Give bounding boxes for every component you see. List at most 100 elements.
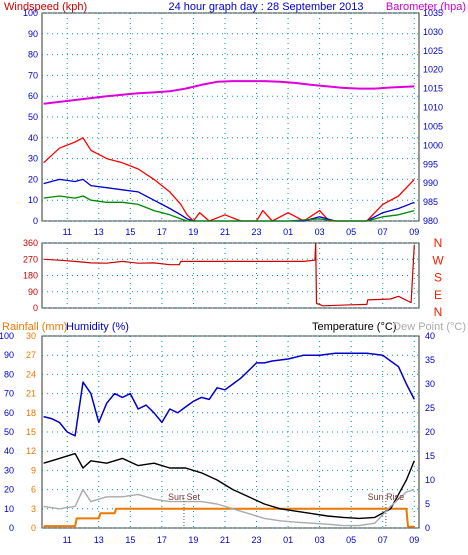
humidity-axis-title: Humidity (%) [66, 321, 129, 333]
temperature-tick-label: 20 [425, 427, 435, 437]
humidity-tick-label: 70 [4, 389, 14, 399]
humidity-tick-label: 30 [4, 465, 14, 475]
x-tick-label: 19 [188, 535, 198, 545]
annotation-label: Sun Rise [368, 492, 405, 502]
right-tick-label: 1000 [423, 140, 443, 150]
left-tick-label: 70 [28, 70, 38, 80]
x-tick-label: 21 [220, 227, 230, 237]
right-tick-label: 1015 [423, 84, 443, 94]
wind-pressure-plot-frame [41, 12, 420, 222]
series-line-temperature [43, 452, 415, 520]
left-tick-label: 100 [23, 8, 38, 18]
x-tick-label: 11 [63, 227, 72, 237]
rain-tick-label: 9 [31, 465, 36, 475]
rain-humidity-temperature-series [43, 352, 415, 528]
x-tick-label: 05 [346, 227, 356, 237]
sun-annotations: Sun Set Sun Rise [168, 492, 404, 528]
right-tick-label: 985 [423, 197, 438, 207]
temperature-tick-label: 40 [425, 331, 435, 341]
rain-humidity-temperature-panel: 0102030405060708090100036912151821242730… [0, 331, 435, 545]
humidity-tick-label: 20 [4, 485, 14, 495]
x-tick-label: 11 [63, 535, 72, 545]
x-tick-label: 05 [346, 535, 356, 545]
series-line-dewpoint [43, 488, 415, 527]
x-tick-label: 09 [409, 227, 419, 237]
left-tick-label: 30 [28, 154, 38, 164]
wind-pressure-series [43, 80, 415, 222]
temperature-tick-label: 30 [425, 379, 435, 389]
right-tick-label: 1010 [423, 103, 443, 113]
humidity-tick-label: 100 [0, 331, 14, 341]
compass-letter: E [434, 288, 442, 302]
humidity-tick-label: 90 [4, 350, 14, 360]
right-tick-label: 980 [423, 216, 438, 226]
x-tick-label: 03 [315, 227, 325, 237]
series-line-barometer [43, 80, 415, 105]
rain-tick-label: 18 [26, 408, 36, 418]
humidity-tick-label: 60 [4, 408, 14, 418]
humidity-tick-label: 10 [4, 504, 14, 514]
rain-tick-label: 15 [26, 427, 36, 437]
left-tick-label: 60 [28, 91, 38, 101]
x-tick-label: 03 [315, 535, 325, 545]
temperature-tick-label: 15 [425, 451, 435, 461]
humidity-tick-label: 40 [4, 446, 14, 456]
left-tick-label: 20 [28, 174, 38, 184]
rain-humidity-temperature-ticks: 0102030405060708090100036912151821242730… [0, 331, 435, 545]
chart-title: 24 hour graph day : 28 September 2013 [168, 1, 363, 13]
series-line-humidity [43, 352, 415, 437]
rain-tick-label: 21 [26, 389, 36, 399]
wind-direction-series [43, 242, 415, 307]
temperature-tick-label: 35 [425, 355, 435, 365]
direction-tick-label: 90 [28, 287, 38, 297]
right-tick-label: 1035 [423, 8, 443, 18]
right-tick-label: 1020 [423, 65, 443, 75]
right-tick-label: 990 [423, 178, 438, 188]
humidity-tick-label: 0 [9, 523, 14, 533]
annotation-label: Sun Set [168, 492, 201, 502]
x-tick-label: 13 [94, 227, 104, 237]
x-tick-label: 15 [125, 535, 135, 545]
wind-direction-plot-frame [41, 242, 420, 309]
barometer-axis-title: Barometer (hpa) [386, 1, 466, 13]
x-tick-label: 13 [94, 535, 104, 545]
x-tick-label: 15 [125, 227, 135, 237]
compass-letter: W [432, 253, 444, 267]
direction-tick-label: 360 [23, 238, 38, 248]
compass-letter: N [434, 236, 443, 250]
x-tick-label: 09 [409, 535, 419, 545]
x-tick-label: 01 [283, 227, 293, 237]
humidity-tick-label: 50 [4, 427, 14, 437]
x-tick-label: 23 [252, 227, 262, 237]
right-tick-label: 995 [423, 159, 438, 169]
windspeed-axis-title: Windspeed (kph) [4, 1, 87, 13]
direction-tick-label: 270 [23, 254, 38, 264]
left-tick-label: 40 [28, 133, 38, 143]
temperature-tick-label: 25 [425, 403, 435, 413]
direction-tick-label: 0 [33, 303, 38, 313]
left-tick-label: 50 [28, 112, 38, 122]
rain-tick-label: 27 [26, 350, 36, 360]
x-tick-label: 01 [283, 535, 293, 545]
right-tick-label: 1005 [423, 121, 443, 131]
x-tick-label: 21 [220, 535, 230, 545]
rain-tick-label: 30 [26, 331, 36, 341]
temperature-tick-label: 0 [425, 523, 430, 533]
dewpoint-axis-title: Dew Point (°C) [393, 321, 466, 333]
x-tick-label: 17 [157, 535, 167, 545]
left-tick-label: 90 [28, 29, 38, 39]
x-tick-label: 23 [252, 535, 262, 545]
x-tick-label: 17 [157, 227, 167, 237]
series-line-rainfall [43, 507, 415, 528]
compass-letter: N [434, 305, 443, 319]
wind-pressure-panel: 0102030405060708090100980985990995100010… [23, 8, 443, 237]
rain-tick-label: 24 [26, 369, 36, 379]
left-tick-label: 80 [28, 50, 38, 60]
right-tick-label: 1030 [423, 27, 443, 37]
left-tick-label: 10 [28, 195, 38, 205]
compass-letter: S [434, 271, 442, 285]
x-tick-label: 19 [188, 227, 198, 237]
